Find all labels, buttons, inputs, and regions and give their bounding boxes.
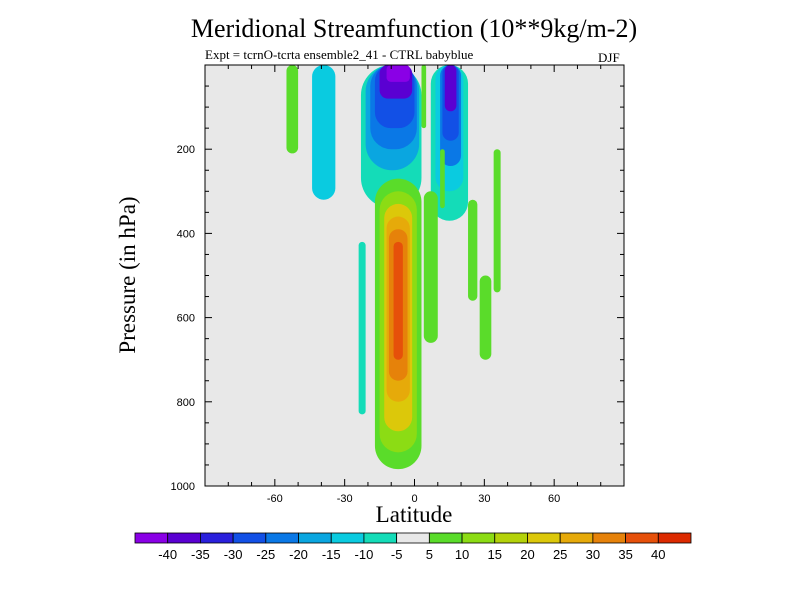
- colorbar-label: -20: [289, 547, 308, 562]
- colorbar-label: -10: [355, 547, 374, 562]
- contour-cell: [421, 65, 427, 129]
- season-label: DJF: [598, 50, 620, 65]
- colorbar-label: -15: [322, 547, 341, 562]
- contour-cell: [468, 199, 478, 301]
- y-tick-label: 400: [177, 228, 195, 240]
- colorbar-swatch: [625, 532, 659, 544]
- colorbar-label: -25: [256, 547, 275, 562]
- colorbar-swatch: [200, 532, 234, 544]
- x-tick-label: 0: [411, 493, 417, 505]
- y-tick-label: 1000: [171, 481, 195, 493]
- colorbar-swatch: [494, 532, 528, 544]
- colorbar-swatch: [167, 532, 201, 544]
- colorbar: -40 -35 -30 -25 -20 -15 -10 -5 5 10 15 20 25 30 35 40: [134, 532, 692, 562]
- colorbar-swatch: [134, 532, 169, 544]
- contour-cell: [479, 275, 492, 360]
- colorbar-swatch: [657, 532, 692, 544]
- colorbar-label: -35: [191, 547, 210, 562]
- contour-cell: [440, 149, 445, 209]
- chart-subtitle: Expt = tcrnO-tcrta ensemble2_41 - CTRL b…: [205, 47, 474, 62]
- y-tick-label: 600: [177, 313, 195, 325]
- contour-cell: [393, 241, 403, 360]
- colorbar-swatch: [232, 532, 267, 544]
- colorbar-swatch: [396, 532, 430, 544]
- contour-cell: [493, 149, 501, 293]
- colorbar-label: -5: [391, 547, 403, 562]
- colorbar-label: 5: [426, 547, 433, 562]
- colorbar-swatch: [363, 532, 398, 544]
- contour-fill-layer: [286, 65, 501, 470]
- y-tick-label: 200: [177, 144, 195, 156]
- contour-cell: [423, 191, 438, 343]
- contour-cell: [386, 65, 410, 82]
- colorbar-label: -30: [224, 547, 243, 562]
- x-tick-label: 30: [478, 493, 490, 505]
- contour-cell: [444, 65, 457, 112]
- chart-title: Meridional Streamfunction (10**9kg/m-2): [190, 14, 638, 43]
- colorbar-swatch: [428, 532, 463, 544]
- contour-cell: [312, 65, 336, 200]
- x-tick-label: -60: [267, 493, 283, 505]
- colorbar-swatch: [559, 532, 594, 544]
- axis-ticks: -60 -30 0 30 60 200 400 600 800 1000: [171, 65, 624, 505]
- x-tick-label: -30: [337, 493, 353, 505]
- colorbar-label: -40: [158, 547, 177, 562]
- colorbar-swatch: [527, 532, 561, 544]
- colorbar-label: 15: [488, 547, 502, 562]
- colorbar-label: 30: [586, 547, 600, 562]
- colorbar-swatch: [298, 532, 332, 544]
- colorbar-swatch: [592, 532, 626, 544]
- colorbar-swatch: [461, 532, 496, 544]
- contour-cell: [358, 241, 366, 415]
- y-tick-label: 800: [177, 397, 195, 409]
- colorbar-label: 40: [651, 547, 665, 562]
- contour-cell: [286, 65, 299, 154]
- colorbar-swatch: [265, 532, 299, 544]
- x-axis-label: Latitude: [375, 502, 453, 527]
- colorbar-label: 10: [455, 547, 469, 562]
- colorbar-label: 35: [618, 547, 632, 562]
- x-tick-label: 60: [548, 493, 560, 505]
- colorbar-label: 25: [553, 547, 567, 562]
- colorbar-swatch: [330, 532, 365, 544]
- colorbar-label: 20: [520, 547, 534, 562]
